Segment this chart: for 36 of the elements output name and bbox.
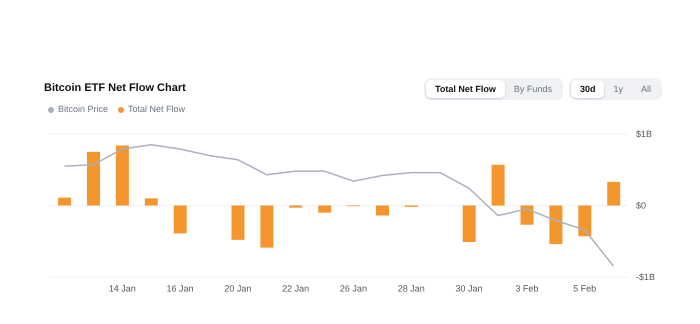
y-tick-label: $1B: [636, 129, 652, 140]
y-tick-label: $0: [636, 200, 646, 211]
text: 30d: [570, 80, 604, 98]
bar: [260, 206, 274, 248]
y-tick-label: -$1B: [636, 272, 656, 282]
bar: [231, 206, 244, 240]
line-series: [64, 144, 614, 268]
x-tick-label: 16 Jan: [166, 283, 194, 294]
bar: [492, 164, 505, 206]
text: Total Net Flow: [426, 80, 505, 98]
bar: [462, 206, 476, 242]
bar: [549, 206, 562, 244]
x-tick-label: 22 Jan: [282, 283, 310, 294]
chart-title: Bitcoin ETF Net Flow Chart: [44, 82, 186, 94]
bar: [144, 198, 158, 206]
bar: [376, 206, 389, 216]
x-tick-label: 30 Jan: [456, 283, 483, 294]
bar: [174, 206, 187, 234]
legend-label: Total Net Flow: [128, 104, 186, 114]
bar: [116, 145, 129, 206]
bar: [607, 182, 620, 206]
bar: [86, 152, 100, 206]
text: All: [640, 83, 652, 96]
x-tick-label: 3 Feb: [515, 283, 538, 294]
text: By Funds: [512, 83, 553, 96]
bar: [58, 198, 72, 206]
x-tick-label: 26 Jan: [340, 283, 367, 294]
x-tick-label: 14 Jan: [108, 283, 136, 294]
text: 1y: [612, 83, 624, 96]
bar: [520, 206, 534, 225]
bar: [578, 206, 592, 236]
x-tick-label: 28 Jan: [398, 283, 425, 294]
x-tick-label: 20 Jan: [224, 283, 252, 294]
bar: [318, 206, 332, 213]
legend-label: Bitcoin Price: [58, 104, 108, 114]
x-tick-label: 5 Feb: [573, 283, 596, 294]
